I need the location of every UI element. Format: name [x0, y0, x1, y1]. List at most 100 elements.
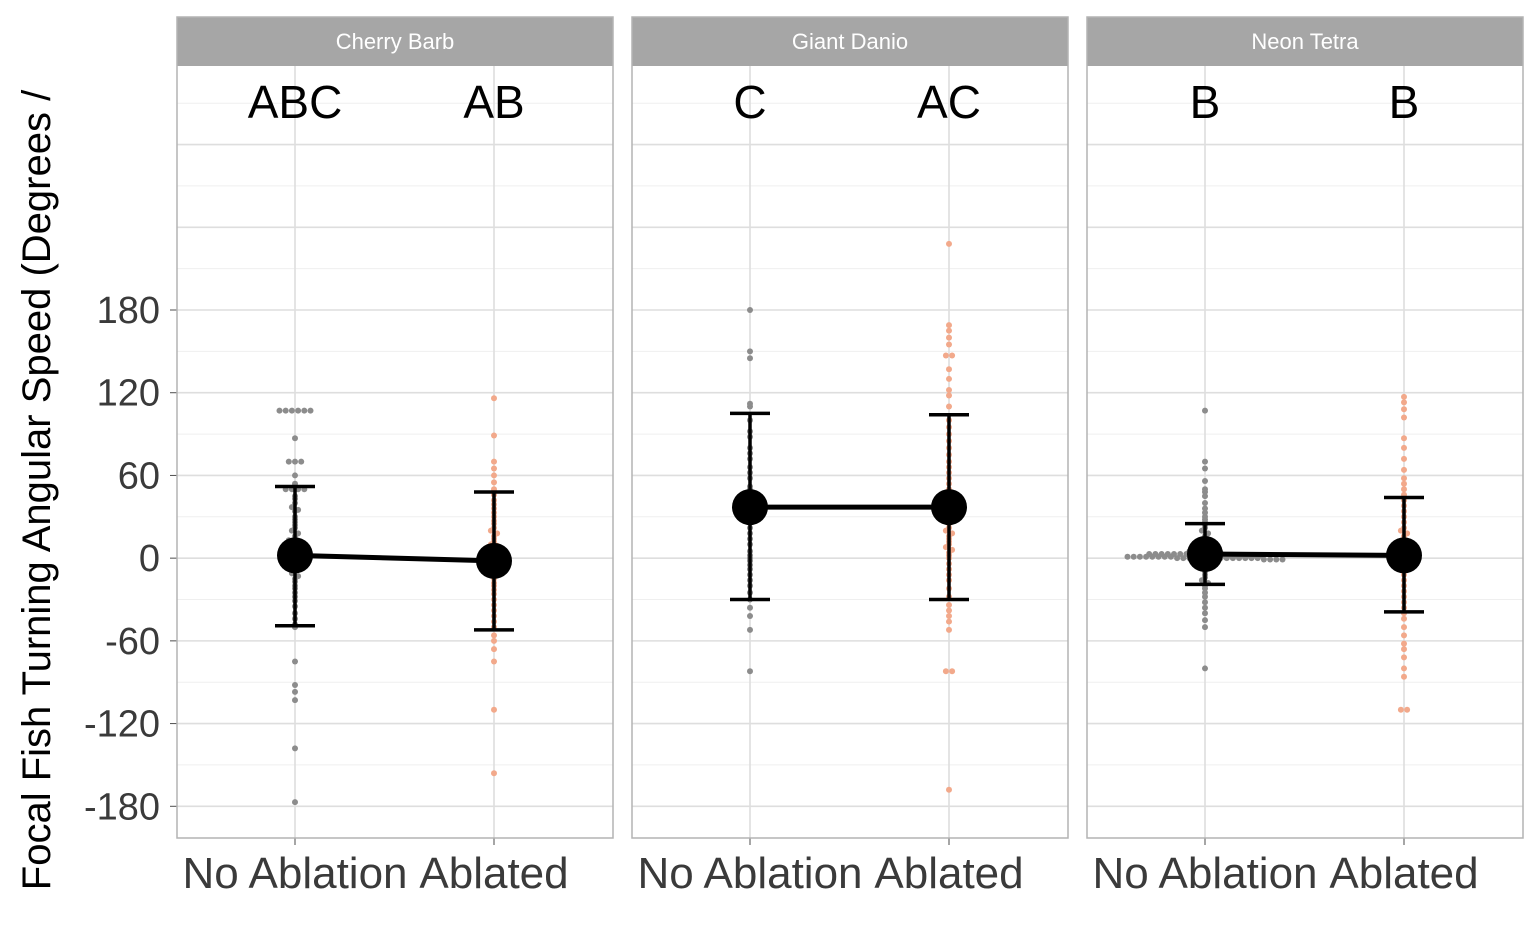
data-point	[946, 786, 952, 793]
data-point	[491, 465, 497, 472]
data-point	[276, 407, 283, 414]
data-point	[946, 618, 952, 625]
data-point	[285, 458, 292, 465]
data-point	[946, 375, 952, 382]
data-point	[292, 458, 298, 465]
data-point	[1401, 640, 1407, 647]
data-point	[1202, 624, 1208, 631]
data-point	[1177, 551, 1184, 558]
data-point	[1267, 556, 1274, 563]
data-point	[1401, 632, 1407, 639]
data-point	[1136, 553, 1143, 560]
data-point	[946, 626, 952, 633]
data-point	[491, 432, 497, 439]
y-tick-label: 180	[97, 290, 160, 332]
data-point	[491, 770, 497, 777]
data-point	[1202, 617, 1208, 624]
data-point	[1279, 556, 1286, 563]
data-point	[946, 602, 952, 609]
data-point	[292, 799, 298, 806]
data-point	[292, 658, 298, 665]
data-point	[1397, 706, 1404, 713]
data-point	[1202, 493, 1208, 500]
data-point	[1202, 486, 1208, 493]
data-point	[949, 668, 956, 675]
data-point	[1273, 556, 1280, 563]
data-point	[1158, 551, 1165, 558]
data-point	[1401, 399, 1407, 406]
data-point	[1401, 466, 1407, 473]
data-point	[1401, 406, 1407, 413]
data-point	[292, 435, 298, 442]
mean-connector-line	[294, 552, 495, 564]
data-point	[747, 613, 753, 620]
data-point	[946, 327, 952, 334]
panel-border	[1086, 16, 1524, 839]
panel-background	[177, 66, 613, 838]
data-point	[491, 646, 497, 653]
data-point	[946, 403, 952, 410]
panel-giant-danio: Giant Danio C AC No Ablation Ablated	[631, 16, 1069, 898]
facet-strip-label: Neon Tetra	[1251, 29, 1359, 54]
x-tick-label: No Ablation	[637, 849, 862, 898]
data-point	[1401, 435, 1407, 442]
facet-strip	[1087, 17, 1523, 66]
panel-background	[632, 66, 1068, 838]
y-tick-label: -120	[84, 704, 160, 746]
data-point	[491, 395, 497, 402]
group-mean-point	[931, 489, 967, 526]
data-point	[1404, 706, 1411, 713]
data-point	[946, 366, 952, 373]
data-point	[1202, 465, 1208, 472]
x-tick-label: No Ablation	[1092, 849, 1317, 898]
data-point	[1401, 455, 1407, 462]
data-point	[1401, 654, 1407, 661]
y-tick-label: -180	[84, 786, 160, 828]
data-point	[491, 458, 497, 465]
data-point	[1202, 505, 1208, 512]
data-point	[1202, 407, 1208, 414]
panel-neon-tetra: Neon Tetra B B No Ablation Ablated	[1086, 16, 1524, 898]
data-point	[1202, 610, 1208, 617]
data-point	[491, 706, 497, 713]
data-point	[298, 458, 305, 465]
y-tick-label: 120	[97, 373, 160, 415]
data-point	[292, 688, 298, 695]
y-tick-label: 0	[139, 538, 160, 580]
group-mean-point	[277, 537, 313, 574]
data-point	[946, 386, 952, 393]
x-tick-label: Ablated	[874, 849, 1023, 898]
data-point	[288, 407, 295, 414]
data-point	[747, 348, 753, 355]
group-mean-point	[732, 489, 768, 526]
data-point	[1130, 553, 1137, 560]
data-point	[1202, 665, 1208, 672]
data-point	[1164, 551, 1171, 558]
data-point	[1202, 477, 1208, 484]
facet-strip-label: Giant Danio	[792, 29, 908, 54]
data-point	[1260, 556, 1267, 563]
y-tick-label: 60	[118, 455, 160, 497]
x-tick-label: Ablated	[419, 849, 568, 898]
data-point	[1202, 604, 1208, 611]
data-point	[301, 407, 308, 414]
data-point	[1401, 665, 1407, 672]
data-point	[747, 307, 753, 314]
facet-strip	[632, 17, 1068, 66]
significance-letter: AC	[917, 76, 981, 128]
data-point	[1152, 551, 1159, 558]
significance-letter: C	[733, 76, 766, 128]
data-point	[1401, 475, 1407, 482]
data-point	[747, 668, 753, 675]
data-point	[491, 472, 497, 479]
panel-border	[631, 16, 1069, 839]
significance-letter: AB	[463, 76, 524, 128]
data-point	[1174, 555, 1181, 562]
panel-cherry-barb: Cherry Barb ABC AB No Ablation Ablated	[176, 16, 614, 898]
data-point	[491, 658, 497, 665]
data-point	[1202, 509, 1208, 516]
y-tick-label: -60	[105, 621, 160, 663]
data-point	[1202, 589, 1208, 596]
significance-letter: ABC	[248, 76, 343, 128]
